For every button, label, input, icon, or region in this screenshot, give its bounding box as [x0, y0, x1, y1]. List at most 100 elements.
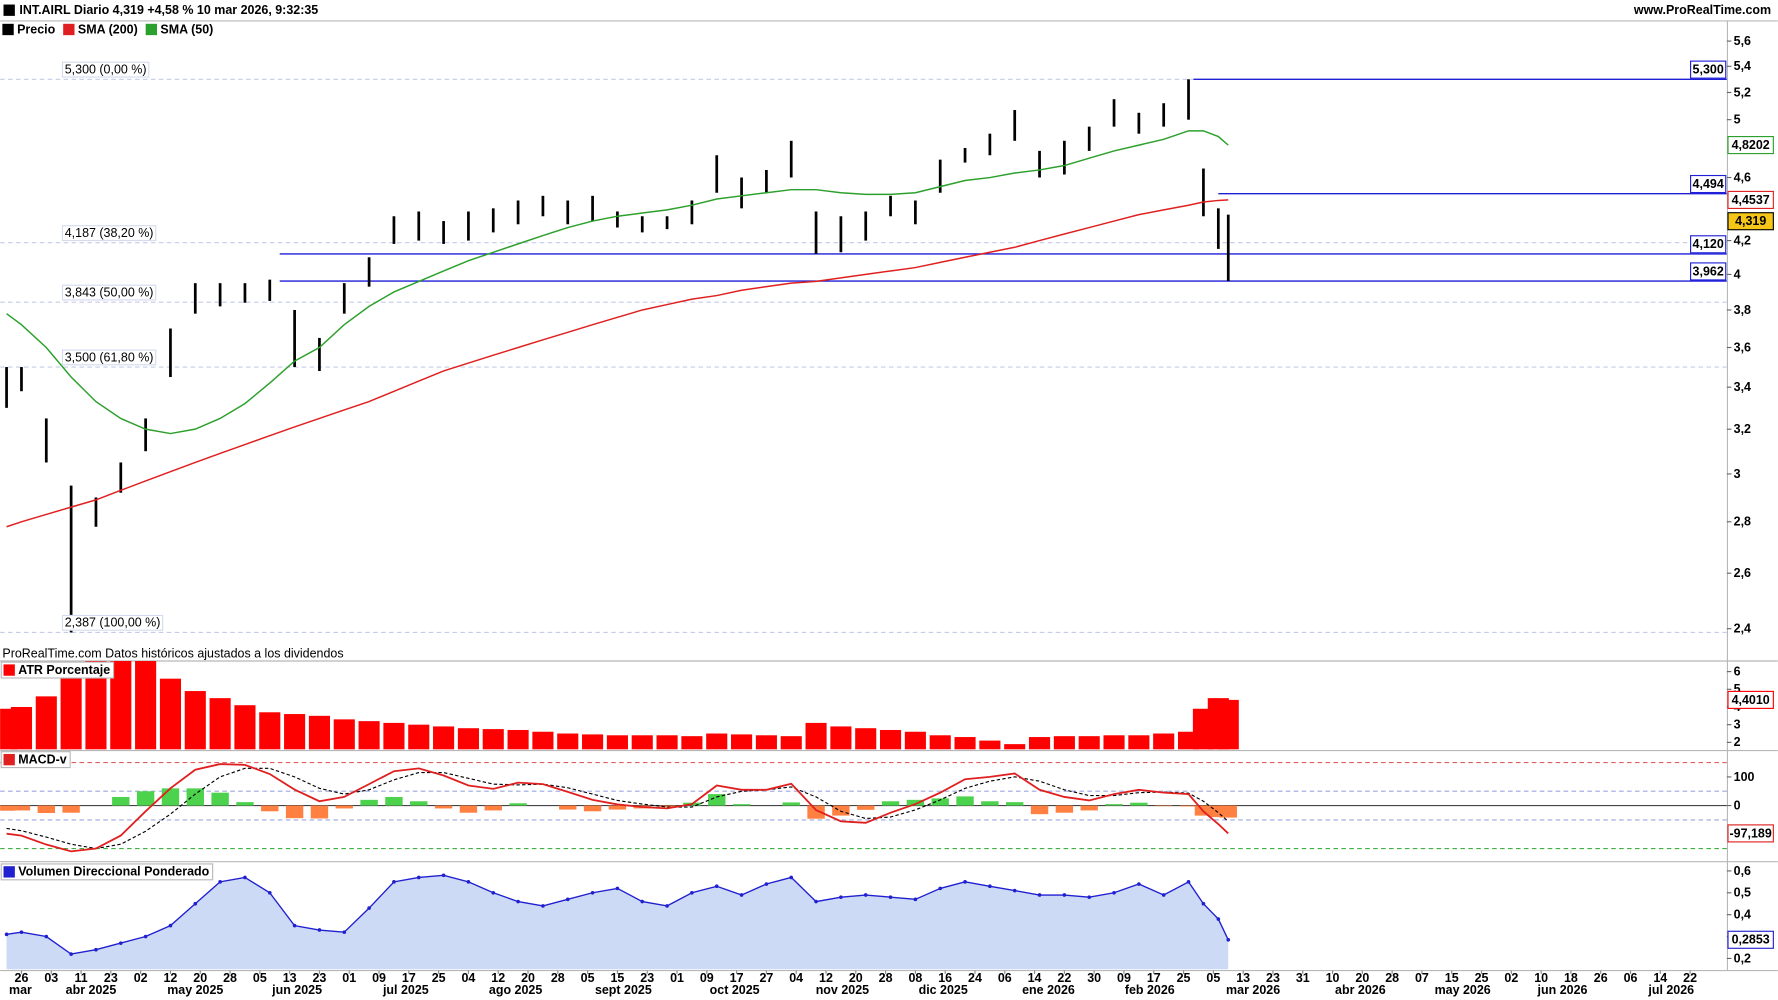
x-tick-label: 25 [1475, 971, 1489, 985]
area-point [1062, 893, 1067, 897]
atr-bar [507, 729, 529, 750]
last-value-label: 4,8202 [1732, 138, 1770, 152]
price-bar [268, 279, 272, 301]
x-tick-label: 07 [1415, 971, 1429, 985]
area-point [888, 895, 893, 899]
legend-label: SMA (50) [160, 22, 213, 36]
signal-line [6, 767, 1229, 850]
histogram-bar [1155, 805, 1173, 807]
price-bar [144, 418, 147, 452]
atr-bar [1028, 737, 1051, 750]
month-label: ene 2026 [1022, 983, 1075, 997]
fib-label-box [61, 349, 157, 366]
x-tick-label: 28 [551, 971, 565, 985]
histogram-bar [832, 805, 850, 816]
area-point [491, 890, 496, 895]
atr-bar [929, 735, 951, 750]
price-bar [367, 257, 371, 287]
month-label: jul 2025 [382, 983, 429, 997]
header-icon [3, 4, 15, 16]
legend-swatch [3, 664, 15, 676]
month-label: ago 2025 [489, 983, 542, 997]
area-point [1226, 937, 1231, 942]
area-point [1112, 890, 1116, 895]
area-point [168, 923, 173, 928]
area-point [267, 890, 272, 895]
histogram-bar [509, 803, 527, 806]
fib-label-box [61, 61, 150, 78]
last-value-box [1727, 690, 1774, 709]
area-point [317, 928, 322, 932]
x-tick-label: 06 [1624, 971, 1638, 985]
x-tick-label: 27 [759, 971, 773, 985]
area-point [44, 934, 49, 939]
price-bar [541, 195, 545, 217]
panel [0, 78, 1727, 634]
area-point [367, 906, 371, 910]
atr-bar [731, 734, 753, 750]
x-tick-label: 11 [74, 971, 87, 985]
price-bar [1216, 208, 1220, 249]
y-tick-label: 2 [1734, 735, 1741, 749]
histogram-bar [186, 788, 204, 806]
area-point [1012, 888, 1017, 893]
month-label: jun 2026 [1537, 983, 1588, 997]
atr-bar [10, 706, 33, 750]
area-point [789, 875, 794, 880]
histogram-bar [459, 805, 478, 813]
fib-label-box [61, 225, 157, 242]
x-tick-label: 16 [938, 971, 952, 985]
price-bar [789, 140, 793, 178]
area-line [6, 874, 1229, 955]
area-point [441, 873, 446, 878]
area-point [243, 875, 247, 880]
area-point [764, 882, 769, 886]
x-tick-label: 20 [849, 971, 863, 985]
atr-bar [1053, 736, 1075, 750]
y-tick-label: 3 [1734, 718, 1741, 732]
y-tick-label: 2,8 [1734, 515, 1751, 529]
area-point [665, 904, 669, 908]
atr-bar [606, 735, 628, 750]
atr-bar [35, 696, 57, 750]
area-point [590, 890, 595, 895]
legend-swatch [3, 753, 15, 766]
level-label-box [1690, 60, 1727, 79]
x-tick-label: 28 [223, 971, 237, 985]
area-point [640, 899, 645, 904]
price-bar [864, 211, 868, 241]
histogram-bar [906, 799, 925, 806]
histogram-bar [484, 805, 502, 811]
price-bar [69, 485, 73, 633]
x-tick-label: 23 [104, 971, 118, 985]
area-point [94, 947, 98, 952]
histogram-bar [658, 805, 676, 807]
atr-bar [1128, 735, 1150, 750]
x-tick-label: 09 [372, 971, 386, 985]
x-tick-label: 24 [968, 971, 982, 985]
histogram-bar [211, 792, 229, 806]
fib-label-box [61, 614, 164, 631]
x-tick-label: 14 [1653, 971, 1667, 985]
histogram-bar [782, 802, 800, 806]
x-tick-label: 12 [491, 971, 505, 985]
price-bar [839, 216, 843, 253]
histogram-bar [1219, 805, 1237, 818]
area-point [1037, 893, 1042, 897]
legend-swatch [3, 866, 15, 878]
area-point [739, 893, 744, 897]
x-tick-label: 17 [402, 971, 416, 985]
price-bar [640, 216, 644, 233]
atr-bar [1153, 733, 1175, 750]
x-tick-label: 01 [342, 971, 356, 985]
month-label: dic 2025 [919, 983, 968, 997]
area-point [839, 895, 843, 899]
price-bar [1087, 126, 1091, 151]
y-tick-label: 2,4 [1734, 622, 1751, 636]
legend: ATR Porcentaje [0, 661, 115, 679]
x-tick-label: 12 [164, 971, 178, 985]
month-label: feb 2026 [1125, 983, 1175, 997]
month-label: oct 2025 [710, 983, 760, 997]
histogram-bar [112, 796, 130, 806]
